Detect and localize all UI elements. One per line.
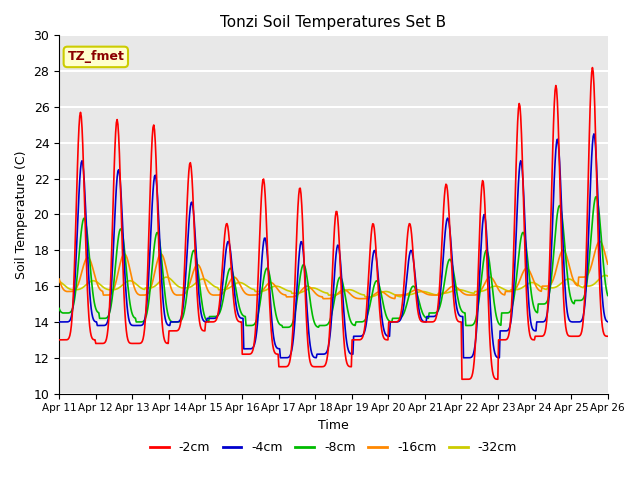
-32cm <box>55 278 63 284</box>
-8cm <box>401 308 408 314</box>
-32cm <box>65 286 73 291</box>
-4cm <box>590 131 598 137</box>
-16cm <box>177 292 185 298</box>
-32cm <box>602 273 609 278</box>
Line: -16cm: -16cm <box>59 241 608 299</box>
-4cm <box>401 295 408 300</box>
-8cm <box>604 293 612 299</box>
-4cm <box>65 319 73 324</box>
-2cm <box>589 65 596 71</box>
-2cm <box>65 335 73 341</box>
-4cm <box>177 314 185 320</box>
-8cm <box>593 194 600 200</box>
-8cm <box>55 306 63 312</box>
-16cm <box>206 291 214 297</box>
-32cm <box>177 285 185 290</box>
Line: -2cm: -2cm <box>59 68 608 379</box>
-32cm <box>206 280 214 286</box>
-8cm <box>417 305 424 311</box>
-2cm <box>122 319 129 324</box>
Y-axis label: Soil Temperature (C): Soil Temperature (C) <box>15 150 28 279</box>
-32cm <box>604 273 612 279</box>
Line: -32cm: -32cm <box>59 276 608 297</box>
-32cm <box>417 288 424 294</box>
-16cm <box>596 239 604 244</box>
-2cm <box>206 319 214 325</box>
-4cm <box>55 319 63 324</box>
-16cm <box>417 288 424 294</box>
-16cm <box>65 288 73 294</box>
-2cm <box>400 282 408 288</box>
-4cm <box>604 319 612 324</box>
-8cm <box>122 258 129 264</box>
-2cm <box>416 317 424 323</box>
-8cm <box>279 324 287 330</box>
Line: -8cm: -8cm <box>59 197 608 327</box>
-16cm <box>604 261 612 267</box>
-8cm <box>177 317 185 323</box>
Line: -4cm: -4cm <box>59 134 608 358</box>
-4cm <box>276 355 284 360</box>
-2cm <box>458 376 466 382</box>
-32cm <box>122 279 129 285</box>
-32cm <box>361 294 369 300</box>
-2cm <box>55 337 63 343</box>
Title: Tonzi Soil Temperatures Set B: Tonzi Soil Temperatures Set B <box>220 15 447 30</box>
-16cm <box>401 292 408 298</box>
-2cm <box>604 334 612 339</box>
-8cm <box>65 310 73 316</box>
-4cm <box>206 315 214 321</box>
-2cm <box>177 316 185 322</box>
-16cm <box>122 252 129 258</box>
X-axis label: Time: Time <box>318 419 349 432</box>
-16cm <box>55 276 63 282</box>
Text: TZ_fmet: TZ_fmet <box>67 50 124 63</box>
-4cm <box>122 282 129 288</box>
-16cm <box>319 296 327 301</box>
-4cm <box>417 314 424 320</box>
-8cm <box>206 314 214 320</box>
-32cm <box>401 292 408 298</box>
Legend: -2cm, -4cm, -8cm, -16cm, -32cm: -2cm, -4cm, -8cm, -16cm, -32cm <box>145 436 522 459</box>
